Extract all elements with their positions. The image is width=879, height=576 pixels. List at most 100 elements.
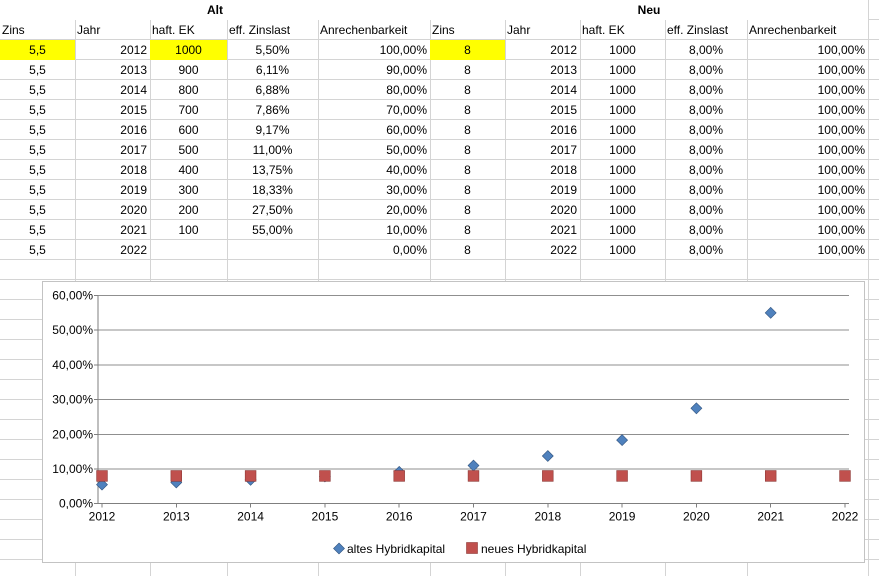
alt-cell-r0-c4[interactable]: 100,00% — [379, 43, 427, 57]
table-neu-title[interactable]: Neu — [430, 0, 868, 20]
neu-cell-r8-c3[interactable]: 8,00% — [688, 203, 724, 217]
neu-cell-r4-c2[interactable]: 1000 — [609, 123, 636, 137]
alt-cell-r7-c0[interactable]: 5,5 — [29, 183, 46, 197]
alt-cell-r6-c0[interactable]: 5,5 — [29, 163, 46, 177]
neu-cell-r8-c0[interactable]: 8 — [464, 203, 471, 217]
alt-cell-r5-c4[interactable]: 50,00% — [386, 143, 427, 157]
alt-cell-r10-c4[interactable]: 0,00% — [392, 243, 427, 257]
neu-cell-r6-c3[interactable]: 8,00% — [688, 163, 724, 177]
alt-cell-r4-c3[interactable]: 9,17% — [255, 123, 290, 137]
neu-cell-r4-c1[interactable]: 2016 — [550, 123, 577, 137]
neu-cell-r9-c3[interactable]: 8,00% — [688, 223, 724, 237]
neu-cell-r5-c2[interactable]: 1000 — [609, 143, 636, 157]
point-neues-2020[interactable] — [690, 470, 703, 482]
alt-header-eff-zinslast[interactable]: eff. Zinslast — [229, 23, 291, 37]
alt-cell-r8-c2[interactable]: 200 — [178, 203, 199, 217]
alt-cell-r7-c1[interactable]: 2019 — [120, 183, 147, 197]
neu-cell-r2-c1[interactable]: 2014 — [550, 83, 577, 97]
neu-cell-r0-c0[interactable]: 8 — [430, 40, 505, 60]
alt-cell-r2-c3[interactable]: 6,88% — [255, 83, 290, 97]
neu-cell-r6-c2[interactable]: 1000 — [609, 163, 636, 177]
alt-cell-r0-c2[interactable]: 1000 — [150, 40, 227, 60]
neu-cell-r9-c4[interactable]: 100,00% — [817, 223, 865, 237]
point-altes-2021[interactable] — [764, 306, 777, 319]
alt-cell-r4-c4[interactable]: 60,00% — [386, 123, 427, 137]
neu-cell-r7-c3[interactable]: 8,00% — [688, 183, 724, 197]
table-alt-title[interactable]: Alt — [0, 0, 430, 20]
neu-cell-r1-c4[interactable]: 100,00% — [817, 63, 865, 77]
neu-cell-r5-c1[interactable]: 2017 — [550, 143, 577, 157]
point-neues-2015[interactable] — [319, 470, 331, 482]
neu-cell-r1-c1[interactable]: 2013 — [550, 63, 577, 77]
neu-cell-r1-c3[interactable]: 8,00% — [688, 63, 724, 77]
neu-cell-r8-c2[interactable]: 1000 — [609, 203, 636, 217]
neu-cell-r4-c3[interactable]: 8,00% — [688, 123, 724, 137]
neu-cell-r3-c1[interactable]: 2015 — [550, 103, 577, 117]
neu-cell-r1-c2[interactable]: 1000 — [609, 63, 636, 77]
point-neues-2019[interactable] — [616, 470, 628, 482]
alt-cell-r8-c4[interactable]: 20,00% — [386, 203, 427, 217]
point-altes-2018[interactable] — [541, 450, 554, 462]
alt-cell-r9-c1[interactable]: 2021 — [120, 223, 147, 237]
chart-legend[interactable]: altes Hybridkapital neues Hybridkapital — [333, 542, 587, 556]
point-neues-2013[interactable] — [170, 470, 183, 482]
neu-header-anrechenbarkeit[interactable]: Anrechenbarkeit — [749, 23, 837, 37]
alt-cell-r6-c2[interactable]: 400 — [178, 163, 199, 177]
neu-cell-r3-c4[interactable]: 100,00% — [817, 103, 865, 117]
hybridkapital-chart[interactable]: 0,00% 10,00% 20,00% 30,00% 40,00% 50,00% 60,00… — [42, 281, 865, 563]
alt-cell-r6-c3[interactable]: 13,75% — [252, 163, 293, 177]
neu-cell-r3-c0[interactable]: 8 — [464, 103, 471, 117]
alt-cell-r3-c0[interactable]: 5,5 — [29, 103, 46, 117]
alt-cell-r8-c0[interactable]: 5,5 — [29, 203, 46, 217]
neu-cell-r10-c1[interactable]: 2022 — [550, 243, 577, 257]
point-neues-2018[interactable] — [542, 470, 554, 482]
alt-cell-r10-c1[interactable]: 2022 — [120, 243, 147, 257]
neu-cell-r7-c2[interactable]: 1000 — [609, 183, 636, 197]
neu-cell-r6-c0[interactable]: 8 — [464, 163, 471, 177]
alt-cell-r7-c2[interactable]: 300 — [178, 183, 199, 197]
neu-cell-r7-c4[interactable]: 100,00% — [817, 183, 865, 197]
neu-cell-r9-c2[interactable]: 1000 — [609, 223, 636, 237]
neu-cell-r9-c1[interactable]: 2021 — [550, 223, 577, 237]
alt-cell-r2-c4[interactable]: 80,00% — [386, 83, 427, 97]
alt-cell-r4-c1[interactable]: 2016 — [120, 123, 147, 137]
alt-cell-r3-c2[interactable]: 700 — [178, 103, 199, 117]
alt-cell-r10-c0[interactable]: 5,5 — [29, 243, 46, 257]
legend-marker-diamond[interactable] — [333, 542, 345, 555]
alt-cell-r6-c4[interactable]: 40,00% — [386, 163, 427, 177]
alt-header-anrechenbarkeit[interactable]: Anrechenbarkeit — [320, 23, 408, 37]
neu-cell-r2-c4[interactable]: 100,00% — [817, 83, 865, 97]
alt-cell-r1-c2[interactable]: 900 — [178, 63, 199, 77]
neu-cell-r10-c3[interactable]: 8,00% — [688, 243, 724, 257]
point-neues-2022[interactable] — [839, 470, 851, 482]
neu-cell-r9-c0[interactable]: 8 — [464, 223, 471, 237]
alt-cell-r3-c4[interactable]: 70,00% — [386, 103, 427, 117]
neu-cell-r2-c2[interactable]: 1000 — [609, 83, 636, 97]
alt-cell-r0-c1[interactable]: 2012 — [120, 43, 147, 57]
neu-cell-r6-c1[interactable]: 2018 — [550, 163, 577, 177]
alt-cell-r4-c0[interactable]: 5,5 — [29, 123, 46, 137]
alt-cell-r2-c2[interactable]: 800 — [178, 83, 199, 97]
point-neues-2016[interactable] — [393, 470, 405, 482]
neu-cell-r8-c1[interactable]: 2020 — [550, 203, 577, 217]
alt-cell-r1-c1[interactable]: 2013 — [120, 63, 147, 77]
neu-cell-r5-c3[interactable]: 8,00% — [688, 143, 724, 157]
alt-cell-r6-c1[interactable]: 2018 — [120, 163, 147, 177]
point-neues-2012[interactable] — [96, 470, 108, 482]
point-neues-2021[interactable] — [764, 470, 777, 482]
neu-cell-r1-c0[interactable]: 8 — [464, 63, 471, 77]
legend-label-altes[interactable]: altes Hybridkapital — [347, 542, 445, 556]
neu-cell-r2-c0[interactable]: 8 — [464, 83, 471, 97]
legend-marker-square[interactable] — [466, 542, 478, 554]
alt-cell-r5-c3[interactable]: 11,00% — [252, 143, 293, 157]
alt-cell-r10-c3[interactable] — [227, 240, 318, 260]
alt-cell-r5-c0[interactable]: 5,5 — [29, 143, 46, 157]
point-neues-2014[interactable] — [244, 470, 257, 482]
alt-cell-r1-c3[interactable]: 6,11% — [255, 63, 290, 77]
neu-cell-r0-c4[interactable]: 100,00% — [817, 43, 865, 57]
neu-header-zins[interactable]: Zins — [432, 23, 455, 37]
alt-cell-r7-c3[interactable]: 18,33% — [252, 183, 293, 197]
legend-label-neues[interactable]: neues Hybridkapital — [481, 542, 586, 556]
alt-cell-r2-c1[interactable]: 2014 — [120, 83, 147, 97]
neu-cell-r0-c2[interactable]: 1000 — [609, 43, 636, 57]
